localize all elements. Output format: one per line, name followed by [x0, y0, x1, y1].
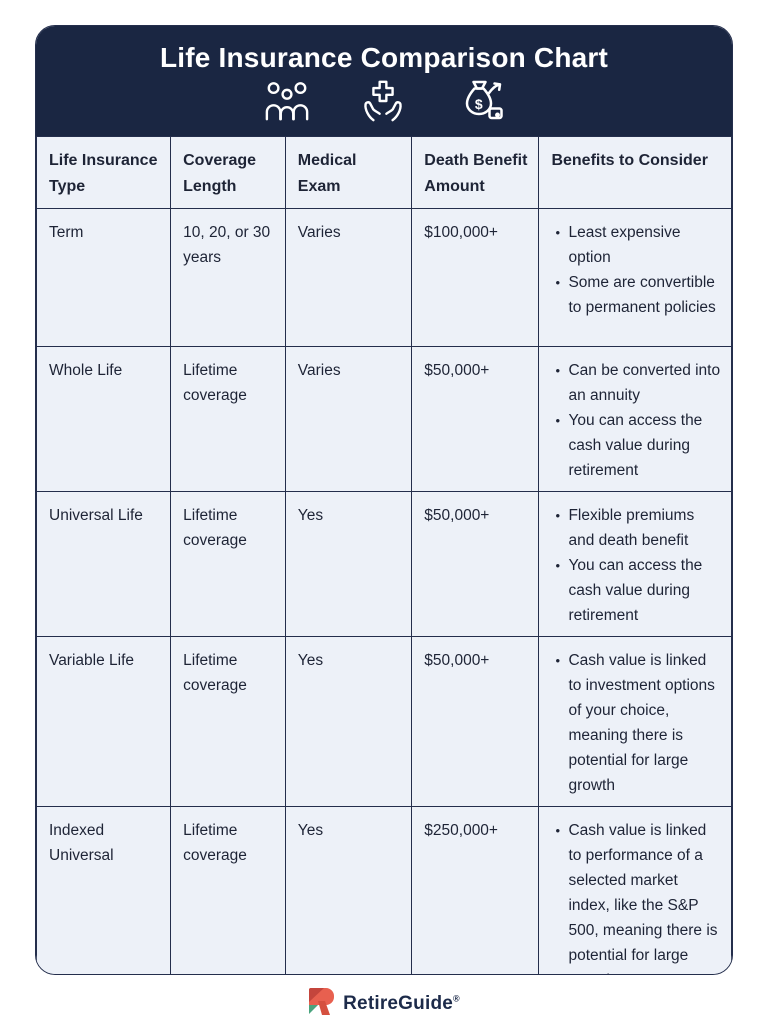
- cell-benefits: Cash value is linked to investment optio…: [538, 636, 732, 807]
- cell-coverage-length: Lifetime coverage: [170, 636, 286, 807]
- healthcare-hands-icon: [360, 79, 406, 123]
- benefit-item: You can access the cash value during ret…: [553, 408, 721, 483]
- family-icon: [264, 80, 310, 122]
- benefit-item: Least expensive option: [553, 220, 721, 270]
- cell-benefits: Cash value is linked to performance of a…: [538, 806, 732, 974]
- cell-death-benefit: $100,000+: [411, 208, 540, 347]
- registered-trademark: ®: [453, 993, 460, 1004]
- column-header-life-insurance-type: Life Insurance Type: [36, 136, 172, 209]
- benefit-item: Cash value is linked to investment optio…: [553, 648, 721, 798]
- cell-benefits: Can be converted into an annuity You can…: [538, 346, 732, 492]
- benefit-item: Flexible premiums and death benefit: [553, 503, 721, 553]
- brand-name: RetireGuide®: [343, 993, 460, 1015]
- benefit-item: Can be converted into an annuity: [553, 358, 721, 408]
- column-header-coverage-length: Coverage Length: [170, 136, 286, 209]
- cell-benefits: Flexible premiums and death benefit You …: [538, 491, 732, 637]
- cell-coverage-length: Lifetime coverage: [170, 346, 286, 492]
- cell-medical-exam: Yes: [284, 636, 413, 807]
- header-banner: Life Insurance Comparison Chart: [36, 26, 732, 136]
- comparison-card: Life Insurance Comparison Chart: [35, 25, 733, 975]
- table-row: Variable Life Lifetime coverage Yes $50,…: [36, 636, 732, 807]
- table-header-row: Life Insurance Type Coverage Length Medi…: [36, 136, 732, 209]
- brand-text: RetireGuide: [343, 993, 454, 1014]
- cell-death-benefit: $250,000+: [411, 806, 540, 974]
- table-row: Whole Life Lifetime coverage Varies $50,…: [36, 346, 732, 492]
- benefit-item: Some are convertible to permanent polici…: [553, 270, 721, 320]
- cell-insurance-type: Universal Life: [36, 491, 172, 637]
- banner-icons: $: [264, 79, 504, 123]
- cell-insurance-type: Whole Life: [36, 346, 172, 492]
- cell-death-benefit: $50,000+: [411, 491, 540, 637]
- cell-insurance-type: Indexed Universal: [36, 806, 172, 974]
- column-header-medical-exam: Medical Exam: [284, 136, 413, 209]
- footer-brand: RetireGuide®: [0, 982, 768, 1026]
- cell-coverage-length: Lifetime coverage: [170, 491, 286, 637]
- svg-text:$: $: [475, 96, 483, 112]
- cell-death-benefit: $50,000+: [411, 636, 540, 807]
- table-row: Term 10, 20, or 30 years Varies $100,000…: [36, 208, 732, 347]
- cell-coverage-length: 10, 20, or 30 years: [170, 208, 286, 347]
- money-growth-icon: $: [456, 80, 504, 122]
- column-header-death-benefit-amount: Death Benefit Amount: [411, 136, 540, 209]
- table-row: Universal Life Lifetime coverage Yes $50…: [36, 491, 732, 637]
- page-title: Life Insurance Comparison Chart: [159, 41, 609, 73]
- cell-medical-exam: Varies: [284, 346, 413, 492]
- comparison-table: Life Insurance Type Coverage Length Medi…: [36, 136, 732, 974]
- cell-medical-exam: Varies: [284, 208, 413, 347]
- cell-death-benefit: $50,000+: [411, 346, 540, 492]
- table-row: Indexed Universal Lifetime coverage Yes …: [36, 806, 732, 974]
- cell-insurance-type: Term: [36, 208, 172, 347]
- cell-coverage-length: Lifetime coverage: [170, 806, 286, 974]
- benefit-item: You can access the cash value during ret…: [553, 553, 721, 628]
- cell-medical-exam: Yes: [284, 806, 413, 974]
- cell-benefits: Least expensive option Some are converti…: [538, 208, 732, 347]
- retireguide-logo-icon: [308, 987, 335, 1021]
- cell-insurance-type: Variable Life: [36, 636, 172, 807]
- cell-medical-exam: Yes: [284, 491, 413, 637]
- benefit-item: Cash value is linked to performance of a…: [553, 818, 721, 974]
- column-header-benefits-to-consider: Benefits to Consider: [538, 136, 732, 209]
